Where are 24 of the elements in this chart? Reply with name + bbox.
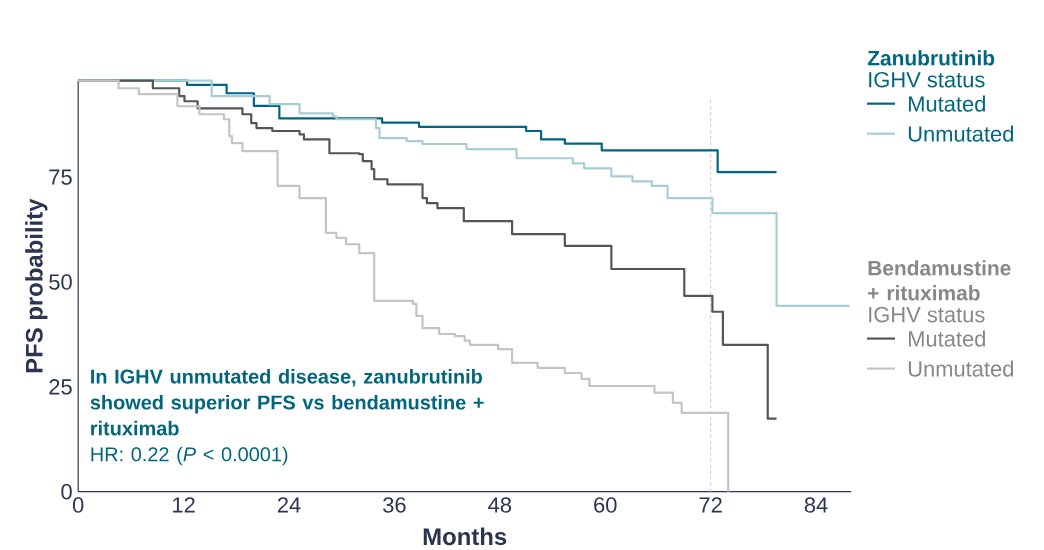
y-tick-label: 75 [49,169,72,185]
x-tick-label: 12 [173,497,195,513]
legend-label: Unmutated [908,360,1013,377]
legend-label: Mutated [909,95,985,112]
y-tick-label: 50 [49,274,72,290]
x-tick-label: 36 [383,497,406,513]
x-tick-label: 72 [699,497,722,513]
x-tick-label: 60 [594,497,617,513]
legend-label: Unmutated [908,125,1013,142]
y-tick-label: 0 [61,483,72,500]
text: IGHV status [869,71,985,88]
text: Bendamustine + rituximab [868,260,1011,301]
text: Zanubrutinib [867,50,995,66]
x-tick-label: 84 [804,497,828,513]
x-tick-label: 24 [277,497,301,513]
legend-label: Mutated [909,330,985,347]
annotation: HR: 0.22 (P < 0.0001) [91,446,288,466]
y-tick-label: 25 [49,379,72,395]
x-axis-title: Months [423,527,507,546]
x-tick-label: 48 [488,497,512,513]
x-tick-label: 0 [72,497,84,513]
text: IGHV status [869,306,985,323]
annotation: In IGHV unmutated disease, zanubrutinib showed superior PFS vs bendamustine + rituximab [90,369,484,436]
y-axis-title: PFS probability [25,198,48,373]
